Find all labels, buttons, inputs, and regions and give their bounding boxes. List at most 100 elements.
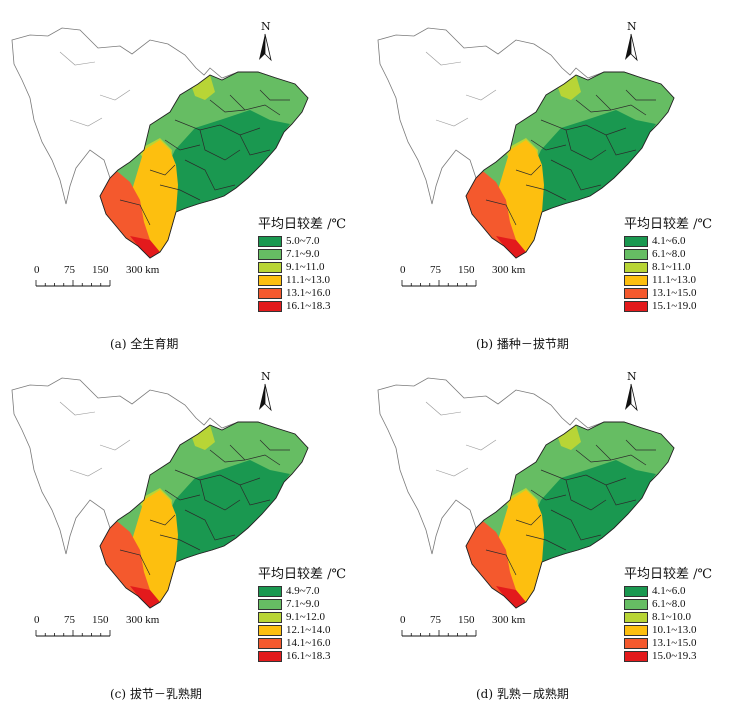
scale-label: 150 [458,264,475,276]
panel-caption: (a) 全生育期 [110,337,179,351]
map-svg [377,377,675,609]
scale-label: 0 [400,264,406,276]
county-boundary [174,119,261,136]
legend-swatch [258,611,282,623]
legend: 平均日较差 /℃ 4.1~6.0 6.1~8.0 8.1~10.0 10.1~13.0 1… [624,563,712,663]
legend-swatch [258,624,282,636]
county-boundary [159,184,201,201]
county-boundary [119,199,151,226]
county-boundary [515,514,542,526]
county-boundary [164,489,201,501]
county-boundary-west [59,51,96,66]
zone-class5 [100,520,150,608]
map-svg [377,27,675,259]
colored-zones [466,72,674,258]
legend-swatch [624,248,648,260]
scale-bar: 0 75 150 300 km [400,614,525,637]
scale-bar: 0 75 150 300 km [34,264,159,287]
zone-class5 [100,170,150,258]
legend-swatch [258,637,282,649]
legend-swatch [624,235,648,247]
legend-label: 15.1~19.0 [652,300,697,312]
legend-entry: 10.1~13.0 [624,624,712,636]
county-boundary-west [465,439,497,451]
legend-label: 14.1~16.0 [286,637,331,649]
county-boundary [575,99,612,113]
legend-swatch [258,650,282,662]
scale-label: 0 [34,264,40,276]
zone-class1 [165,460,290,562]
legend-entry: 16.1~18.3 [258,300,346,312]
zone-class6 [496,236,526,258]
scale-label: 150 [92,614,109,626]
scale-label: 75 [64,264,75,276]
legend-swatch [624,598,648,610]
legend-swatch [258,261,282,273]
zone-class1 [531,460,656,562]
legend-label: 13.1~15.0 [652,637,697,649]
scale-label: 75 [430,614,441,626]
legend-label: 5.0~7.0 [286,235,320,247]
county-boundary [605,484,637,506]
legend-swatch [258,248,282,260]
scale-bar: 0 75 150 300 km [400,264,525,287]
legend-swatch [258,235,282,247]
county-boundary [209,99,246,113]
north-label: N [627,370,637,383]
legend-entry: 8.1~10.0 [624,611,712,623]
legend-label: 8.1~10.0 [652,611,691,623]
county-boundary [229,94,281,116]
county-boundary [485,549,517,576]
county-boundary [229,444,281,466]
county-boundary [525,184,567,201]
county-boundary [550,509,602,541]
eastern-outline [465,421,675,609]
county-boundary [199,129,241,161]
map-panel-a: N 0 75 150 300 km 平均日较差 /℃ 5.0~7.0 7.1~9.0 9.1~1… [0,0,366,351]
map-panel-c: N 0 75 150 300 km 平均日较差 /℃ 4.9~7.0 7.1~9.0 9.1~1… [0,350,366,701]
legend-swatch [258,585,282,597]
legend-entry: 9.1~11.0 [258,261,346,273]
legend-entry: 4.1~6.0 [624,585,712,597]
legend-label: 7.1~9.0 [286,248,320,260]
zone-class5 [466,520,516,608]
county-boundary-west [435,467,469,477]
legend-entry: 7.1~9.0 [258,598,346,610]
legend-swatch [624,650,648,662]
panel-caption: (d) 乳熟－成熟期 [476,687,569,701]
county-boundary-west [99,439,131,451]
panel-caption: (c) 拔节－乳熟期 [110,687,202,701]
legend: 平均日较差 /℃ 4.9~7.0 7.1~9.0 9.1~12.0 12.1~14.0 1… [258,563,346,663]
legend-title: 平均日较差 /℃ [624,217,713,232]
legend-swatch [258,598,282,610]
legend-title: 平均日较差 /℃ [258,217,347,232]
county-boundary [209,449,246,463]
legend-swatch [624,287,648,299]
scale-label: 300 km [126,614,160,626]
county-boundary-west [99,89,131,101]
scale-line [35,630,111,637]
legend-entry: 14.1~16.0 [258,637,346,649]
zone-class5 [466,170,516,258]
legend-label: 11.1~13.0 [286,274,331,286]
legend-label: 13.1~15.0 [652,287,697,299]
scale-label: 300 km [126,264,160,276]
scale-line [401,280,477,287]
legend-entry: 4.9~7.0 [258,585,346,597]
legend-title: 平均日较差 /℃ [624,567,713,582]
north-label: N [261,370,271,383]
county-boundary [530,489,567,501]
legend-label: 8.1~11.0 [652,261,691,273]
county-boundary-west [435,117,469,127]
legend-label: 9.1~11.0 [286,261,325,273]
county-boundary-west [425,401,462,416]
legend-swatch [624,274,648,286]
county-boundary [239,484,271,506]
scale-label: 300 km [492,614,526,626]
legend-entry: 9.1~12.0 [258,611,346,623]
county-boundary [485,199,517,226]
county-boundary [164,139,201,151]
legend-swatch [624,300,648,312]
legend-entry: 13.1~15.0 [624,637,712,649]
scale-line [401,630,477,637]
